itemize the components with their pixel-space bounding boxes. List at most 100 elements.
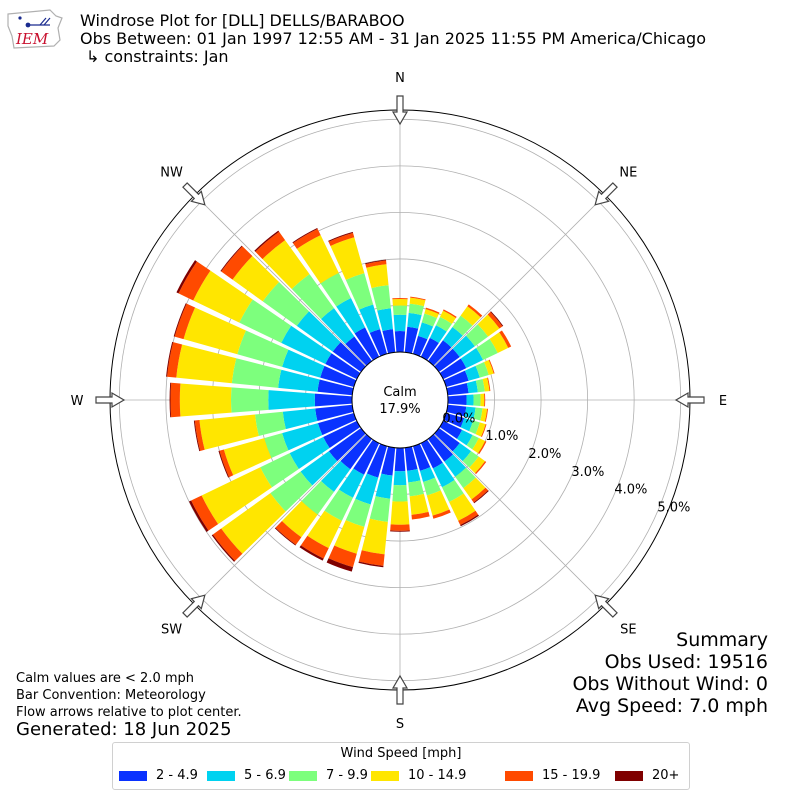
windrose-bar-segment [328, 545, 357, 568]
windrose-bar-segment [262, 240, 310, 290]
generated-date: Generated: 18 Jun 2025 [16, 719, 232, 740]
windrose-bar-segment [300, 535, 329, 559]
windrose-bar-segment [411, 511, 430, 520]
flow-arrow-icon [182, 182, 206, 206]
legend-swatch [615, 770, 643, 781]
radial-tick-label: 0.0% [442, 411, 475, 426]
windrose-bar-segment [281, 500, 318, 538]
windrose-bar-segment [275, 520, 302, 545]
legend-item-10-14.9: 10 - 14.9 [371, 768, 466, 783]
windrose-bar-segment [446, 382, 469, 396]
windrose-bar-segment [212, 528, 243, 561]
calm-label: Calm [383, 385, 416, 400]
direction-label: E [719, 394, 727, 409]
windrose-bar-segment [278, 369, 320, 392]
windrose-bar-segment [178, 261, 211, 301]
windrose-bar-segment [320, 272, 351, 307]
windrose-bar-segment [282, 423, 323, 451]
windrose-bar-segment [220, 245, 243, 272]
windrose-bar-segment [421, 313, 437, 327]
windrose-bar-segment [230, 387, 269, 413]
windrose-bar-segment [473, 393, 481, 407]
windrose-bar-segment [435, 316, 452, 332]
direction-label: SE [620, 622, 636, 637]
windrose-bar-segment [328, 231, 354, 242]
windrose-bar-segment [231, 358, 282, 388]
windrose-bar-segment [219, 449, 234, 478]
windrose-bar-segment [407, 469, 421, 483]
windrose-bar-segment [475, 362, 489, 378]
windrose-bar-segment [456, 429, 473, 446]
windrose-bar-segment [475, 378, 485, 393]
windrose-bar-segment [317, 412, 357, 436]
windrose-bar-segment [392, 298, 408, 300]
iem-logo: IEM [7, 9, 63, 49]
windrose-bar-segment [320, 308, 355, 344]
windrose-bar-segment [477, 314, 500, 337]
windrose-bar-segment [412, 335, 428, 357]
windrose-bar-segment [345, 273, 374, 310]
obs-between: Obs Between: 01 Jan 1997 12:55 AM - 31 J… [80, 29, 706, 48]
windrose-bar-segment [390, 524, 410, 531]
windrose-bar-segment [489, 332, 509, 353]
windrose-bar-segment [466, 434, 479, 450]
windrose-bar-segment [474, 461, 487, 475]
windrose-bar-segment [326, 558, 354, 572]
windrose-bar-segment [443, 412, 465, 428]
radial-tick-label: 5.0% [657, 500, 690, 515]
arrow-shape [391, 674, 409, 705]
legend-swatch [119, 770, 147, 781]
windrose-bar-segment [460, 348, 484, 369]
legend-item-5-6.9: 5 - 6.9 [207, 768, 286, 783]
windrose-bar-segment [221, 246, 253, 280]
legend-label: 7 - 9.9 [326, 768, 368, 783]
windrose-bar-segment [442, 327, 463, 348]
windrose-bar-segment [320, 460, 351, 492]
windrose-bar-segment [393, 471, 407, 486]
constraints-label: ↳ constraints: Jan [86, 47, 229, 66]
windrose-bar-segment [460, 418, 474, 432]
windrose-bar-segment [439, 420, 463, 439]
windrose-bar-segment [469, 456, 486, 474]
windrose-bar-segment [193, 420, 201, 452]
windrose-bar-segment [484, 408, 489, 422]
windrose-bar-segment [392, 298, 408, 306]
windrose-bar-segment [392, 484, 408, 502]
arrow-shape [182, 594, 206, 618]
windrose-bar-segment [481, 424, 487, 437]
windrose-bar-segment [464, 406, 476, 419]
windrose-bar-segment [179, 383, 232, 417]
grid-spoke [433, 194, 606, 367]
windrose-bar-segment [487, 377, 491, 392]
radial-tick-labels: 0.0% 1.0% 2.0% 3.0% 4.0% 5.0% [442, 411, 690, 515]
direction-label: W [71, 394, 84, 409]
bar-convention: Bar Convention: Meteorology [16, 688, 206, 703]
windrose-bar-segment [169, 382, 172, 418]
windrose-bar-segment [428, 340, 452, 366]
windrose-bar-segment [488, 359, 495, 374]
windrose-bar-segment [365, 260, 387, 268]
legend-swatch [371, 770, 399, 781]
calm-circle [351, 351, 449, 449]
windrose-bar-segment [221, 493, 286, 554]
windrose-bar-segment [420, 439, 443, 469]
windrose-bar-segment [301, 480, 334, 515]
windrose-bar-segment [432, 462, 455, 488]
windrose-bar-segment [320, 365, 357, 388]
windrose-bar-segment [476, 338, 498, 361]
direction-label: S [396, 717, 404, 732]
windrose-bar-segment [382, 329, 396, 354]
windrose-bar-segment [447, 395, 467, 405]
flow-arrow-icon [594, 594, 618, 618]
windrose-bar-segment [412, 443, 431, 471]
radial-tick-label: 4.0% [614, 483, 647, 498]
windrose-bar-segment [291, 274, 334, 320]
windrose-bar-segment [166, 341, 174, 377]
arrow-shape [594, 182, 618, 206]
windrose-bar-segment [394, 447, 406, 472]
windrose-bar-segment [390, 501, 410, 525]
windrose-bar-segment [268, 390, 316, 410]
windrose-bar-segment [480, 408, 488, 422]
windrose-bar-segment [330, 237, 365, 280]
windrose-bar-segment [354, 327, 380, 361]
